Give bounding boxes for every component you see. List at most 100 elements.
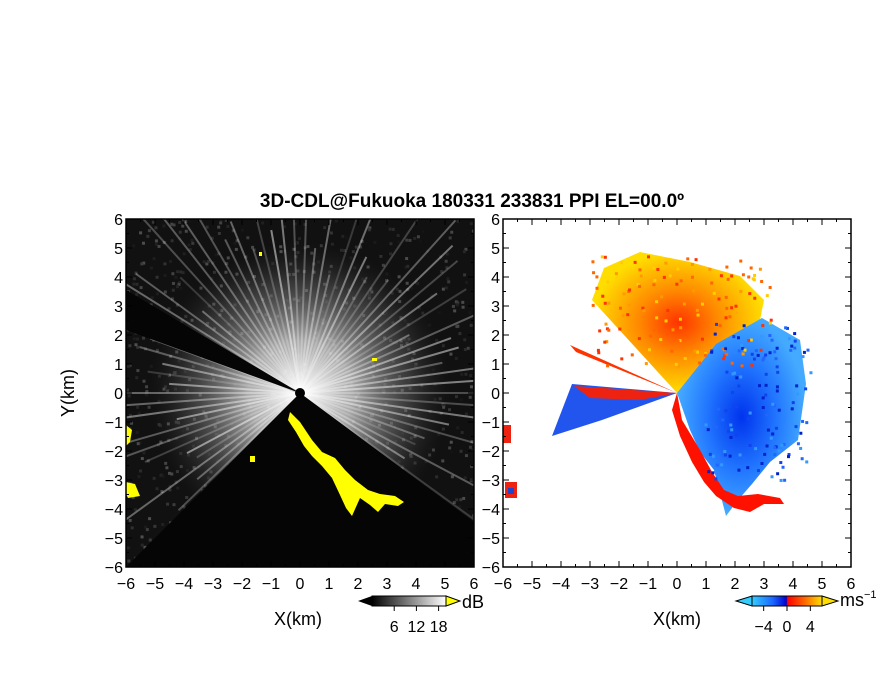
noise-pixel <box>351 250 355 254</box>
noise-pixel <box>155 275 159 279</box>
velocity-pixel <box>721 347 725 351</box>
velocity-thin-beam <box>570 345 677 393</box>
velocity-pixel <box>606 364 610 368</box>
velocity-pixel <box>734 433 738 437</box>
beam-ray <box>252 248 301 394</box>
noise-pixel <box>126 546 130 550</box>
velocity-pixel <box>591 303 595 307</box>
velocity-pixel <box>655 300 659 304</box>
noise-pixel <box>167 471 171 475</box>
x-tick-label: 4 <box>412 576 421 593</box>
noise-pixel <box>142 336 146 340</box>
noise-pixel <box>293 222 297 226</box>
velocity-pixel <box>742 456 746 460</box>
velocity-pixel <box>776 472 780 476</box>
x-tick-label: 2 <box>354 576 363 593</box>
velocity-pixel <box>652 266 656 270</box>
velocity-pixel <box>710 281 714 285</box>
velocity-pixel <box>678 339 682 343</box>
noise-pixel <box>389 242 393 246</box>
noise-pixel <box>463 348 467 352</box>
noise-pixel <box>323 226 327 230</box>
velocity-pixel <box>717 297 721 301</box>
velocity-pixel <box>781 465 785 469</box>
velocity-pixel <box>670 349 674 353</box>
noise-pixel <box>130 526 134 530</box>
noise-pixel <box>449 440 453 444</box>
beam-ray <box>162 362 301 394</box>
velocity-pixel <box>607 328 611 332</box>
velocity-pixel <box>721 418 725 422</box>
noise-pixel <box>441 459 445 463</box>
noise-pixel <box>156 443 160 447</box>
beam-ray <box>186 392 301 454</box>
noise-pixel <box>143 545 147 549</box>
velocity-pixel <box>743 348 747 352</box>
noise-pixel <box>165 466 169 470</box>
noise-pixel <box>182 252 186 256</box>
velocity-pixel <box>724 409 728 413</box>
velocity-pixel <box>724 274 728 278</box>
velocity-pixel <box>704 423 708 427</box>
noise-pixel <box>128 364 132 368</box>
velocity-pixel <box>752 357 756 361</box>
velocity-pixel <box>668 274 672 278</box>
velocity-pixel <box>787 453 791 457</box>
velocity-pixel <box>724 316 728 320</box>
y-tick-label: 3 <box>114 299 123 316</box>
noise-pixel <box>145 385 149 389</box>
velocity-pixel <box>729 435 733 439</box>
blocked-sector-south <box>126 393 474 567</box>
colorbar-tick-label: 18 <box>430 619 448 636</box>
velocity-pixel <box>764 393 768 397</box>
noise-pixel <box>472 514 474 518</box>
velocity-pixel <box>647 255 651 259</box>
y-tick-label: −6 <box>482 560 500 577</box>
velocity-pixel <box>595 275 599 279</box>
beam-ray <box>144 392 301 463</box>
y-tick-label: 4 <box>491 270 500 287</box>
velocity-pixel <box>772 404 776 408</box>
noise-pixel <box>136 405 140 409</box>
velocity-pixel <box>756 353 760 357</box>
velocity-pixel <box>605 340 609 344</box>
beam-ray <box>141 219 301 394</box>
velocity-pixel <box>749 266 753 270</box>
velocity-pixel <box>659 338 663 342</box>
noise-pixel <box>178 280 182 284</box>
velocity-pixel <box>726 277 730 281</box>
velocity-pixel <box>802 350 806 354</box>
velocity-pixel <box>728 454 732 458</box>
noise-pixel <box>206 260 210 264</box>
velocity-pixel <box>690 262 694 266</box>
velocity-pixel <box>777 449 781 453</box>
noise-pixel <box>153 524 157 528</box>
velocity-pixel <box>651 287 655 291</box>
velocity-pixel <box>799 446 803 450</box>
noise-pixel <box>150 296 154 300</box>
noise-pixel <box>179 286 183 290</box>
noise-pixel <box>448 236 452 240</box>
noise-pixel <box>132 244 136 248</box>
noise-pixel <box>261 221 265 225</box>
noise-pixel <box>219 219 223 223</box>
noise-pixel <box>132 277 136 281</box>
velocity-pixel <box>794 425 798 429</box>
noise-pixel <box>450 450 454 454</box>
noise-pixel <box>470 465 474 469</box>
velocity-receding-region <box>677 318 806 516</box>
velocity-pixel <box>805 421 809 425</box>
y-tick-label: 4 <box>114 270 123 287</box>
velocity-pixel <box>706 428 710 432</box>
velocity-pixel <box>766 428 770 432</box>
noise-pixel <box>441 287 445 291</box>
x-tick-label: 6 <box>847 576 856 593</box>
velocity-pixel <box>606 280 610 284</box>
velocity-pixel <box>782 442 786 446</box>
x-tick-label: 2 <box>731 576 740 593</box>
velocity-pixel <box>783 478 787 482</box>
beam-ray <box>224 239 301 394</box>
x-tick-label: 1 <box>702 576 711 593</box>
velocity-pixel <box>741 352 745 356</box>
noise-pixel <box>441 344 445 348</box>
